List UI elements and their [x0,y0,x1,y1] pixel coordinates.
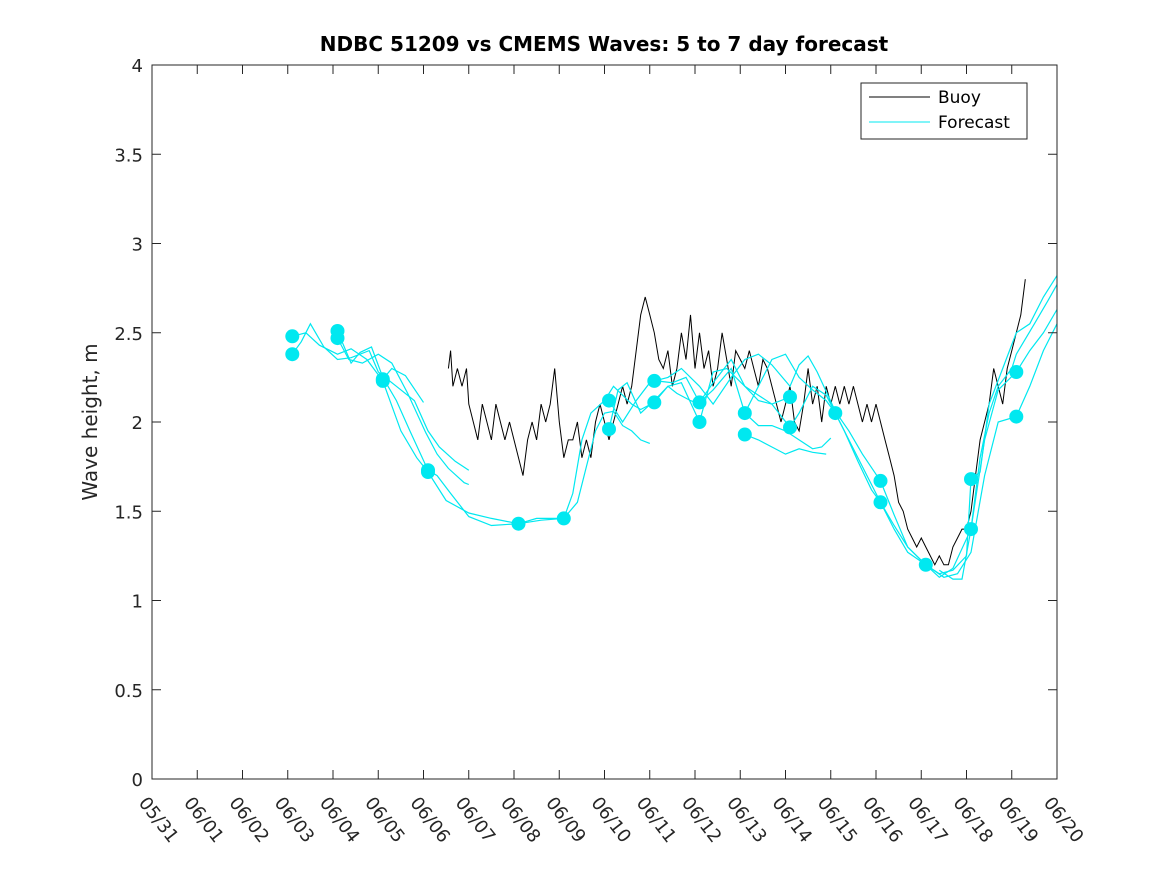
forecast-markers [285,324,1024,572]
y-tick-label-3: 1.5 [114,502,143,523]
forecast-marker-18 [737,427,752,442]
forecast-line-9 [608,358,836,429]
forecast-line-8 [608,367,791,430]
forecast-marker-2 [285,347,300,362]
buoy-line [447,279,1026,566]
forecast-marker-8 [421,465,435,479]
y-tick-label-0: 0 [132,770,143,791]
forecast-marker-20 [783,420,797,435]
axis-ticks [151,64,1058,780]
forecast-marker-12 [602,422,616,437]
buoy-series [447,279,1026,566]
y-tick-label-7: 3.5 [114,145,143,166]
forecast-marker-27 [1009,365,1024,379]
forecast-marker-28 [1009,409,1024,424]
legend-buoy-label: Buoy [938,88,981,108]
forecast-marker-22 [873,473,888,488]
forecast-marker-17 [737,406,752,421]
forecast-marker-14 [647,395,662,410]
forecast-marker-4 [330,331,345,346]
forecast-marker-9 [511,516,526,531]
chart-title: NDBC 51209 vs CMEMS Waves: 5 to 7 day fo… [320,32,889,56]
forecast-marker-25 [964,472,978,487]
forecast-line-14 [834,323,1058,578]
forecast-marker-11 [602,393,616,408]
forecast-marker-23 [873,495,888,510]
y-tick-label-6: 3 [132,235,143,256]
y-tick-label-2: 1 [132,592,143,613]
legend-forecast-label: Forecast [938,113,1010,133]
legend-box [860,82,1028,140]
forecast-line-17 [938,284,1058,580]
forecast-marker-19 [783,390,797,404]
y-tick-label-5: 2.5 [114,324,143,345]
forecast-marker-24 [918,557,933,572]
legend: Buoy Forecast [860,82,1028,140]
forecast-line-7 [563,385,700,519]
y-tick-label-1: 0.5 [114,681,143,702]
forecast-marker-10 [556,511,571,526]
forecast-marker-26 [964,522,978,537]
y-tick-labels: 0 0.5 1 1.5 2 2.5 3 3.5 4 [114,56,143,791]
forecast-line-12 [744,412,832,450]
forecast-line-1 [291,322,470,471]
y-tick-label-8: 4 [132,56,143,77]
forecast-marker-1 [285,329,300,344]
y-tick-label-4: 2 [132,413,143,434]
y-axis-label: Wave height, m [78,343,102,500]
forecast-marker-15 [692,395,707,410]
forecast-marker-21 [828,406,843,421]
forecast-marker-16 [692,415,707,429]
forecast-marker-6 [375,373,390,388]
forecast-marker-13 [647,373,662,388]
forecast-line-4 [336,337,470,486]
forecast-line-13 [744,433,827,455]
